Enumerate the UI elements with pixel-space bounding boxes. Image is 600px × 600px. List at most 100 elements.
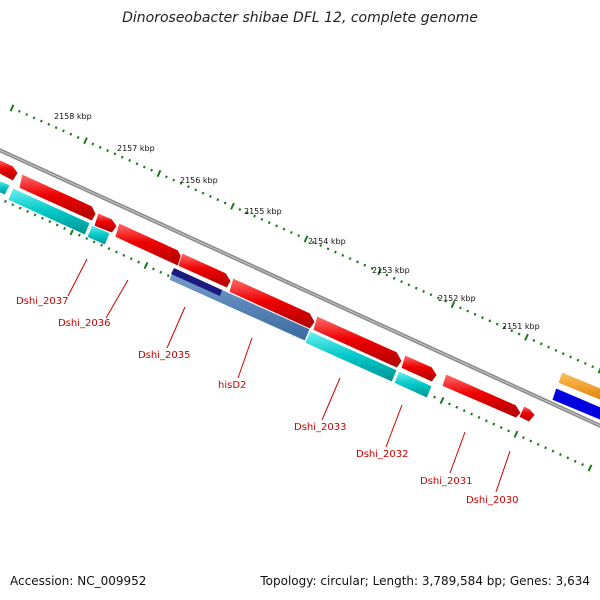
outer-ring-tick [150, 168, 154, 172]
blue-feature-track[interactable] [551, 387, 600, 422]
gene-arrow-red-2[interactable] [18, 173, 97, 222]
gene-label-dshi-2036[interactable]: Dshi_2036 [58, 318, 110, 329]
outer-ring-tick [444, 299, 448, 303]
outer-ring-tick [179, 181, 183, 185]
gene-arrow-red-9[interactable] [441, 373, 522, 419]
gene-arrow-red-8[interactable] [400, 354, 438, 383]
outer-ring-tick [414, 286, 418, 290]
inner-ring-tick [581, 463, 585, 467]
gene-arrow-red-5[interactable] [177, 252, 232, 289]
outer-ring-tick [128, 158, 132, 162]
outer-ring-tick [473, 312, 477, 316]
outer-ring-tick [311, 240, 315, 244]
tick-label-2153: 2153 kbp [372, 266, 410, 275]
gene-label-dshi-2031[interactable]: Dshi_2031 [420, 476, 472, 487]
outer-ring-tick [260, 217, 264, 221]
outer-ring-tick [245, 211, 249, 215]
outer-tick-ring [9, 104, 600, 374]
inner-ring-tick [33, 213, 37, 217]
inner-ring-tick [513, 430, 519, 438]
inner-ring-tick [40, 216, 44, 220]
outer-ring-tick [120, 155, 124, 159]
outer-ring-tick [98, 145, 102, 149]
gene-label-dshi-2035[interactable]: Dshi_2035 [138, 350, 190, 361]
inner-ring-tick [551, 449, 555, 453]
inner-ring-tick [3, 199, 7, 203]
map-title: Dinoroseobacter shibae DFL 12, complete … [122, 10, 478, 26]
outer-ring-tick [503, 325, 506, 329]
orange-feature-track[interactable] [557, 371, 600, 402]
tick-label-2158: 2158 kbp [54, 112, 92, 121]
inner-ring-tick [566, 456, 570, 460]
gene-bar-cyan-2[interactable] [7, 187, 91, 236]
outer-ring-tick [91, 142, 95, 146]
outer-ring-tick [576, 358, 580, 362]
outer-ring-tick [480, 316, 484, 320]
forward-gene-track [0, 159, 536, 423]
inner-ring-tick [143, 261, 149, 270]
outer-ring-tick [466, 309, 470, 313]
gene-labels: Dshi_2037 Dshi_2036 Dshi_2035 hisD2 Dshi… [16, 296, 518, 506]
outer-ring-tick [510, 329, 514, 333]
outer-ring-tick [47, 122, 51, 126]
gene-label-dshi-2033[interactable]: Dshi_2033 [294, 422, 346, 433]
reverse-gene-track [0, 180, 433, 399]
outer-ring-tick [436, 296, 440, 300]
inner-ring-tick [558, 452, 562, 457]
inner-ring-tick [137, 260, 141, 264]
gene-arrow-red-3[interactable] [93, 212, 118, 234]
outer-ring-tick [385, 273, 389, 277]
outer-ring-tick [194, 188, 198, 192]
outer-ring-tick [524, 333, 529, 341]
inner-ring-tick [92, 240, 96, 244]
outer-ring-tick [561, 352, 565, 356]
gene-arrow-red-7[interactable] [312, 315, 403, 369]
inner-ring-tick [166, 274, 170, 278]
inner-ring-tick [587, 464, 593, 472]
outer-ring-tick [135, 162, 139, 166]
inner-ring-tick [447, 402, 451, 406]
tick-label-2152: 2152 kbp [438, 294, 476, 303]
inner-ring-tick [477, 415, 481, 419]
outer-ring-tick [488, 319, 492, 323]
gene-bar-cyan-6[interactable] [393, 370, 433, 399]
inner-ring-tick [462, 409, 466, 413]
outer-ring-tick [297, 234, 301, 238]
inner-ring-tick [77, 233, 81, 237]
tick-label-2156: 2156 kbp [180, 176, 218, 185]
outer-ring-tick [450, 300, 456, 309]
outer-ring-tick [363, 263, 367, 267]
outer-ring-tick [583, 361, 587, 365]
gene-label-dshi-2030[interactable]: Dshi_2030 [466, 495, 518, 506]
outer-ring-tick [532, 339, 536, 342]
outer-ring-tick [370, 267, 374, 270]
inner-ring-tick [18, 206, 22, 210]
outer-ring-tick [172, 178, 176, 182]
outer-ring-tick [407, 283, 411, 287]
inner-ring-tick [439, 396, 445, 405]
gene-arrow-red-6[interactable] [228, 277, 316, 330]
outer-ring-tick [569, 355, 573, 359]
coordinate-labels: 2158 kbp 2157 kbp 2156 kbp 2155 kbp 2154… [54, 112, 540, 331]
outer-ring-tick [25, 113, 29, 117]
outer-ring-tick [39, 119, 43, 123]
outer-ring-tick [326, 247, 330, 251]
outer-ring-tick [400, 280, 403, 284]
gene-arrow-red-1[interactable] [0, 159, 19, 182]
gene-bar-cyan-1[interactable] [0, 180, 11, 196]
outer-ring-tick [517, 332, 521, 336]
inner-ring-tick [55, 223, 59, 227]
gene-bar-navy-4 [171, 268, 222, 296]
gene-label-dshi-2037[interactable]: Dshi_2037 [16, 296, 68, 307]
gene-label-hisd2[interactable]: hisD2 [218, 380, 246, 391]
outer-ring-tick [267, 221, 271, 225]
gene-arrow-red-10[interactable] [518, 405, 536, 423]
inner-ring-tick [159, 270, 163, 274]
gene-label-dshi-2032[interactable]: Dshi_2032 [356, 449, 408, 460]
gene-bar-cyan-5[interactable] [304, 330, 398, 383]
inner-ring-tick [107, 247, 111, 251]
gene-bar-cyan-3[interactable] [86, 224, 111, 246]
outer-ring-tick [164, 175, 168, 179]
